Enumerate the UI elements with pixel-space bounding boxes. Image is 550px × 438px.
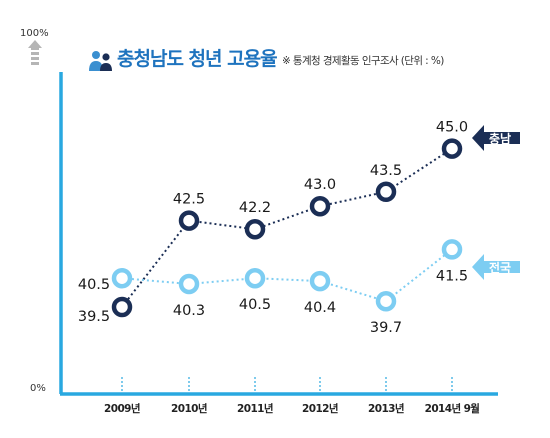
data-label: 42.2 (239, 200, 271, 216)
data-label: 45.0 (436, 120, 468, 136)
x-tick-label: 2012년 (302, 402, 338, 415)
data-point (375, 181, 397, 203)
legend-arrow-national (472, 254, 520, 280)
data-label: 39.5 (78, 309, 110, 325)
data-label: 40.4 (304, 300, 336, 316)
legend-arrow-chungnam (472, 125, 520, 151)
data-point (178, 273, 200, 295)
series-line-national (121, 248, 453, 303)
legend-label: 충남 (489, 131, 511, 146)
y-axis-bottom-label: 0% (30, 383, 46, 394)
data-point (375, 290, 397, 312)
legend-label: 전국 (489, 260, 511, 275)
x-tick-label: 2014년 9월 (425, 402, 480, 415)
data-label: 39.7 (370, 320, 402, 336)
data-point (111, 296, 133, 318)
data-label: 40.5 (239, 297, 271, 313)
data-label: 40.5 (78, 277, 110, 293)
chart-subtitle: ※ 통계청 경제활동 인구조사 (단위 : %) (282, 55, 444, 67)
data-point (441, 239, 463, 260)
data-point (244, 218, 266, 240)
data-label: 43.5 (370, 163, 402, 179)
data-point (178, 210, 200, 231)
x-tick-label: 2010년 (171, 402, 207, 415)
data-point (111, 267, 133, 289)
x-tick-label: 2009년 (104, 402, 140, 415)
y-axis-top-label: 100% (20, 28, 49, 39)
x-tick-label: 2011년 (237, 402, 273, 415)
chart-title: 충청남도 청년 고용율 (117, 48, 278, 70)
data-label: 40.3 (173, 303, 205, 319)
series-line-chungnam (121, 147, 453, 308)
data-point (244, 267, 266, 289)
up-arrow-icon (28, 40, 42, 65)
x-tick-label: 2013년 (368, 402, 404, 415)
data-point (309, 270, 331, 292)
data-point (441, 138, 463, 159)
data-label: 43.0 (304, 177, 336, 193)
data-point (309, 195, 331, 217)
people-icon (89, 51, 112, 71)
data-label: 41.5 (436, 268, 468, 284)
data-label: 42.5 (173, 192, 205, 208)
